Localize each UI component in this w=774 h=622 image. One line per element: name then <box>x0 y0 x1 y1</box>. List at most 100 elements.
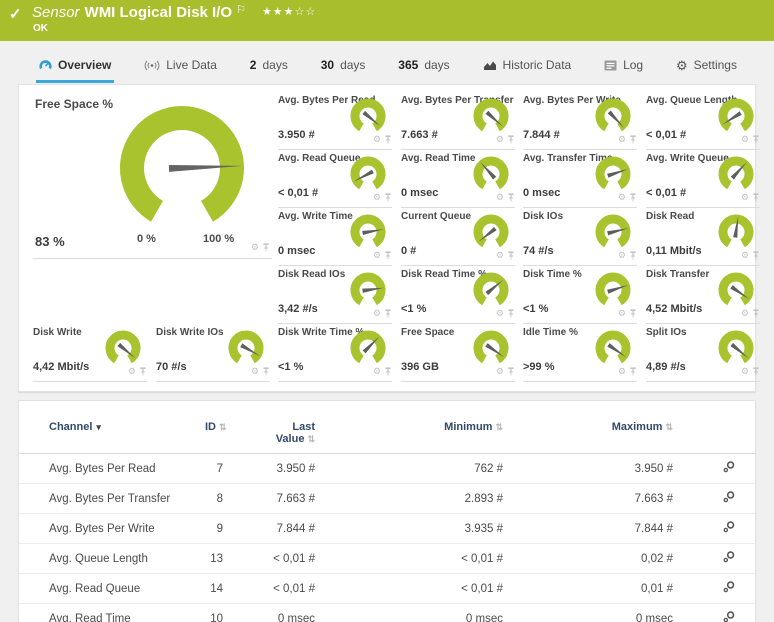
pin-icon[interactable] <box>629 367 637 376</box>
pin-icon[interactable] <box>384 193 392 202</box>
gauge-cell-disk-time[interactable]: Disk Time % <1 % ⚙ <box>523 267 637 324</box>
gauge-cell-disk-read[interactable]: Disk Read 0,11 Mbit/s ⚙ <box>646 209 760 266</box>
tab-2-days[interactable]: 2 days <box>247 50 291 83</box>
gauge-cell-avg-write-time[interactable]: Avg. Write Time 0 msec ⚙ <box>278 209 392 266</box>
gear-icon[interactable]: ⚙ <box>740 366 749 376</box>
gear-icon[interactable]: ⚙ <box>740 250 749 260</box>
gear-icon[interactable]: ⚙ <box>740 308 749 318</box>
col-header-maximum[interactable]: Maximum ⇅ <box>533 401 703 454</box>
gauge-cell-split-ios[interactable]: Split IOs 4,89 #/s ⚙ <box>646 325 760 382</box>
table-row-avg-bytes-per-transfer[interactable]: Avg. Bytes Per Transfer 8 7.663 #2.893 #7.… <box>19 483 755 514</box>
gauge-cell-idle-time[interactable]: Idle Time % >99 % ⚙ <box>523 325 637 382</box>
gear-icon[interactable]: ⚙ <box>372 250 381 260</box>
gauge-cell-disk-transfer[interactable]: Disk Transfer 4,52 Mbit/s ⚙ <box>646 267 760 324</box>
gear-icon[interactable]: ⚙ <box>250 242 259 252</box>
gear-icon[interactable]: ⚙ <box>740 134 749 144</box>
col-header-id[interactable]: ID ⇅ <box>205 401 253 454</box>
gauge-cell-avg-bytes-per-write[interactable]: Avg. Bytes Per Write 7.844 # ⚙ <box>523 93 637 150</box>
pin-icon[interactable] <box>384 367 392 376</box>
channel-settings-icon[interactable] <box>723 581 735 596</box>
gauge-cell-current-queue[interactable]: Current Queue 0 # ⚙ <box>401 209 515 266</box>
gauge-cell-disk-write-ios[interactable]: Disk Write IOs 70 #/s ⚙ <box>156 325 270 382</box>
gauge-cell-avg-queue-length[interactable]: Avg. Queue Length < 0,01 # ⚙ <box>646 93 760 150</box>
channel-name[interactable]: Avg. Bytes Per Read <box>19 453 205 484</box>
pin-icon[interactable] <box>507 309 515 318</box>
pin-icon[interactable] <box>507 367 515 376</box>
gauge-cell-avg-read-time[interactable]: Avg. Read Time 0 msec ⚙ <box>401 151 515 208</box>
channel-name[interactable]: Avg. Queue Length <box>19 543 205 574</box>
col-header-channel[interactable]: Channel ▾ <box>19 401 205 454</box>
channel-name[interactable]: Avg. Read Queue <box>19 573 205 604</box>
pin-icon[interactable] <box>507 251 515 260</box>
channel-settings-icon[interactable] <box>723 551 735 566</box>
gear-icon[interactable]: ⚙ <box>372 192 381 202</box>
gear-icon[interactable]: ⚙ <box>495 308 504 318</box>
gear-icon[interactable]: ⚙ <box>740 192 749 202</box>
gear-icon[interactable]: ⚙ <box>495 250 504 260</box>
channel-name[interactable]: Avg. Read Time <box>19 603 205 622</box>
gear-icon[interactable]: ⚙ <box>495 366 504 376</box>
priority-stars[interactable]: ★★★☆☆ <box>261 6 317 18</box>
gauge-cell-avg-bytes-per-transfer[interactable]: Avg. Bytes Per Transfer 7.663 # ⚙ <box>401 93 515 150</box>
gauge-cell-avg-bytes-per-read[interactable]: Avg. Bytes Per Read 3.950 # ⚙ <box>278 93 392 150</box>
channel-settings-icon[interactable] <box>723 521 735 536</box>
table-row-avg-bytes-per-write[interactable]: Avg. Bytes Per Write 9 7.844 #3.935 #7.844… <box>19 513 755 544</box>
tab-historic-data[interactable]: Historic Data <box>480 50 575 83</box>
pin-icon[interactable] <box>507 193 515 202</box>
channel-name[interactable]: Avg. Bytes Per Write <box>19 513 205 544</box>
pin-icon[interactable] <box>384 135 392 144</box>
table-row-avg-read-time[interactable]: Avg. Read Time 10 0 msec 0 msec 0 msec <box>19 603 755 622</box>
pin-icon[interactable] <box>384 309 392 318</box>
gauge-cell-avg-read-queue[interactable]: Avg. Read Queue < 0,01 # ⚙ <box>278 151 392 208</box>
gauge-cell-avg-transfer-time[interactable]: Avg. Transfer Time 0 msec ⚙ <box>523 151 637 208</box>
tab-live-data[interactable]: Live Data <box>141 50 220 83</box>
pin-icon[interactable] <box>262 367 270 376</box>
pin-icon[interactable] <box>629 309 637 318</box>
gear-icon[interactable]: ⚙ <box>495 134 504 144</box>
tab-365-days[interactable]: 365 days <box>395 50 452 83</box>
pin-icon[interactable] <box>752 251 760 260</box>
col-header-minimum[interactable]: Minimum ⇅ <box>345 401 533 454</box>
gauge-cell-disk-read-ios[interactable]: Disk Read IOs 3,42 #/s ⚙ <box>278 267 392 324</box>
tab-log[interactable]: Log <box>601 50 646 83</box>
channel-settings-icon[interactable] <box>723 491 735 506</box>
tab-settings[interactable]: ⚙ Settings <box>673 50 740 83</box>
gear-icon[interactable]: ⚙ <box>372 308 381 318</box>
table-row-avg-queue-length[interactable]: Avg. Queue Length 13 < 0,01 # < 0,01 #0,02 … <box>19 543 755 574</box>
pin-icon[interactable] <box>752 193 760 202</box>
pin-icon[interactable] <box>629 135 637 144</box>
pin-icon[interactable] <box>507 135 515 144</box>
tab-overview[interactable]: Overview <box>36 50 115 83</box>
gear-icon[interactable]: ⚙ <box>617 250 626 260</box>
pin-icon[interactable] <box>752 367 760 376</box>
gear-icon[interactable]: ⚙ <box>617 134 626 144</box>
gear-icon[interactable]: ⚙ <box>372 366 381 376</box>
col-header-last-value[interactable]: Last Value ⇅ <box>253 401 345 454</box>
pin-icon[interactable] <box>384 251 392 260</box>
gauge-cell-disk-write[interactable]: Disk Write 4,42 Mbit/s ⚙ <box>33 325 147 382</box>
pin-icon[interactable] <box>629 193 637 202</box>
channel-name[interactable]: Avg. Bytes Per Transfer <box>19 483 205 514</box>
gauge-cell-avg-write-queue[interactable]: Avg. Write Queue < 0,01 # ⚙ <box>646 151 760 208</box>
pin-icon[interactable] <box>752 135 760 144</box>
pin-icon[interactable] <box>752 309 760 318</box>
tab-30-days[interactable]: 30 days <box>318 50 369 83</box>
table-row-avg-bytes-per-read[interactable]: Avg. Bytes Per Read 7 3.950 #762 #3.950 # <box>19 453 755 484</box>
gear-icon[interactable]: ⚙ <box>617 308 626 318</box>
gauge-cell-disk-read-time[interactable]: Disk Read Time % <1 % ⚙ <box>401 267 515 324</box>
main-gauge-cell[interactable]: Free Space % 0 % 100 % 83 % ⚙ <box>33 93 272 259</box>
gauge-cell-disk-ios[interactable]: Disk IOs 74 #/s ⚙ <box>523 209 637 266</box>
table-row-avg-read-queue[interactable]: Avg. Read Queue 14 < 0,01 # < 0,01 #0,01 # <box>19 573 755 604</box>
channel-settings-icon[interactable] <box>723 611 735 622</box>
channel-settings-icon[interactable] <box>723 461 735 476</box>
gear-icon[interactable]: ⚙ <box>250 366 259 376</box>
gear-icon[interactable]: ⚙ <box>617 366 626 376</box>
gauge-cell-disk-write-time[interactable]: Disk Write Time % <1 % ⚙ <box>278 325 392 382</box>
gauge-cell-free-space[interactable]: Free Space 396 GB ⚙ <box>401 325 515 382</box>
gear-icon[interactable]: ⚙ <box>372 134 381 144</box>
gear-icon[interactable]: ⚙ <box>495 192 504 202</box>
pin-icon[interactable] <box>629 251 637 260</box>
pin-icon[interactable] <box>139 367 147 376</box>
pin-icon[interactable] <box>262 243 270 252</box>
gear-icon[interactable]: ⚙ <box>127 366 136 376</box>
